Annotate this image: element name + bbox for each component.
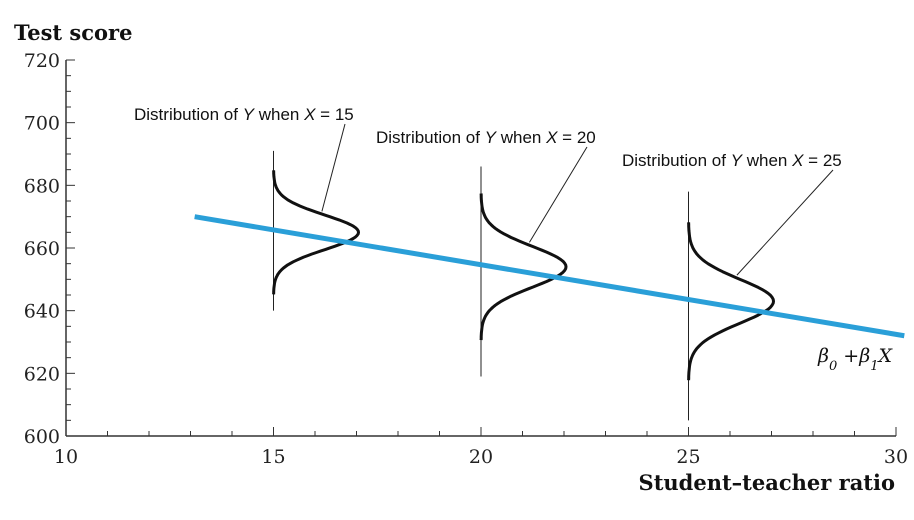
- distribution-label-x15: Distribution of Y when X = 15: [134, 105, 354, 124]
- x-tick-label: 20: [469, 446, 493, 468]
- plus-sign: +: [837, 345, 859, 367]
- distribution-curve: [272, 170, 360, 295]
- beta-1-symbol: β: [858, 345, 870, 367]
- y-tick-label: 700: [24, 113, 60, 135]
- y-tick-label: 660: [24, 238, 60, 260]
- x-axis-title: Student–teacher ratio: [639, 470, 895, 495]
- regression-line-group: [194, 214, 905, 339]
- y-tick-label: 720: [24, 50, 60, 72]
- beta-0-symbol: β: [817, 345, 829, 367]
- distribution-leader-line: [528, 146, 588, 243]
- distribution-leader-line: [736, 169, 834, 276]
- y-axis-title: Test score: [14, 20, 132, 45]
- distribution-curve: [479, 193, 568, 341]
- x-tick-label: 30: [884, 446, 908, 468]
- regression-line: [194, 214, 905, 339]
- distribution-label-x20: Distribution of Y when X = 20: [376, 128, 596, 147]
- distribution-curve: [687, 222, 775, 381]
- y-tick-label: 600: [24, 426, 60, 448]
- x-tick-label: 25: [676, 446, 700, 468]
- regression-line-label: β0 +β1X: [817, 345, 894, 374]
- distribution-label-x25: Distribution of Y when X = 25: [622, 151, 842, 170]
- x-tick-label: 15: [261, 446, 285, 468]
- beta-1-subscript: 1: [870, 359, 878, 374]
- beta-0-subscript: 0: [829, 359, 837, 374]
- y-tick-label: 680: [24, 175, 60, 197]
- y-tick-label: 620: [24, 363, 60, 385]
- distributions: [272, 123, 834, 421]
- x-symbol: X: [877, 345, 894, 367]
- distribution-leader-line: [321, 123, 346, 212]
- y-tick-label: 640: [24, 301, 60, 323]
- x-tick-label: 10: [54, 446, 78, 468]
